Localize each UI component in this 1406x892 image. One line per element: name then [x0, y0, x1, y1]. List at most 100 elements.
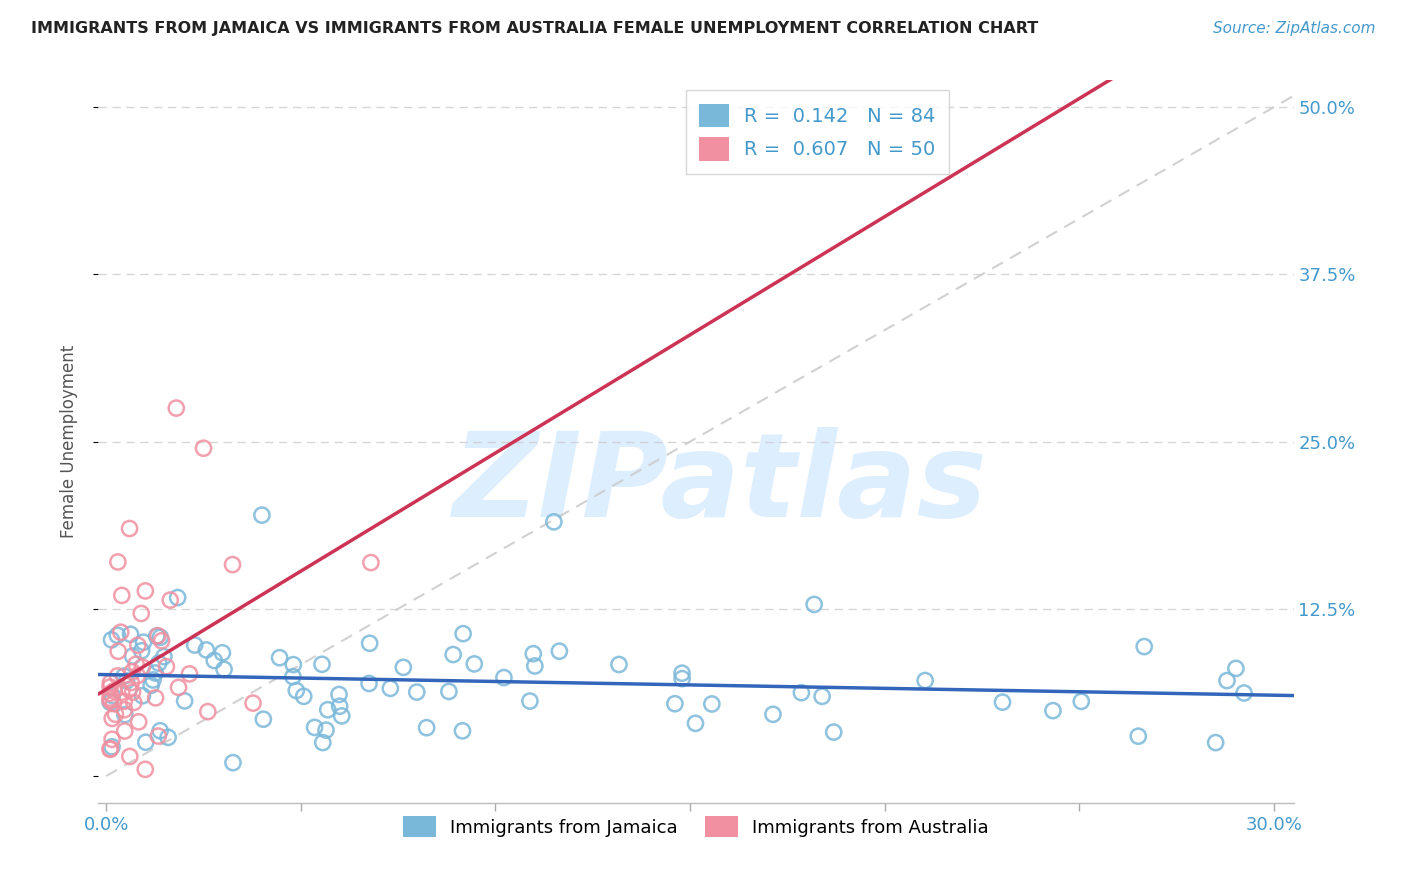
- Point: [283, 657, 305, 672]
- Point: [118, 682, 141, 697]
- Point: [128, 714, 150, 729]
- Point: [250, 508, 273, 523]
- Point: [222, 756, 245, 770]
- Point: [914, 673, 936, 688]
- Point: [121, 685, 143, 699]
- Point: [165, 401, 187, 416]
- Point: [195, 643, 218, 657]
- Point: [1128, 729, 1150, 743]
- Point: [359, 636, 381, 650]
- Point: [463, 657, 485, 671]
- Point: [607, 657, 630, 672]
- Point: [114, 703, 136, 717]
- Point: [98, 691, 121, 706]
- Point: [441, 648, 464, 662]
- Point: [103, 697, 125, 711]
- Point: [131, 689, 153, 703]
- Point: [664, 697, 686, 711]
- Point: [685, 716, 707, 731]
- Point: [671, 672, 693, 686]
- Point: [98, 693, 121, 707]
- Text: Source: ZipAtlas.com: Source: ZipAtlas.com: [1212, 21, 1375, 36]
- Point: [107, 644, 129, 658]
- Y-axis label: Female Unemployment: Female Unemployment: [59, 345, 77, 538]
- Point: [114, 707, 136, 722]
- Point: [193, 442, 215, 455]
- Point: [134, 762, 156, 776]
- Point: [166, 591, 188, 605]
- Point: [451, 723, 474, 738]
- Point: [112, 694, 135, 708]
- Point: [211, 646, 233, 660]
- Point: [121, 648, 143, 663]
- Point: [221, 558, 243, 572]
- Point: [98, 742, 121, 756]
- Point: [115, 673, 138, 688]
- Point: [312, 735, 335, 749]
- Point: [311, 657, 333, 672]
- Point: [155, 659, 177, 673]
- Point: [523, 659, 546, 673]
- Text: IMMIGRANTS FROM JAMAICA VS IMMIGRANTS FROM AUSTRALIA FEMALE UNEMPLOYMENT CORRELA: IMMIGRANTS FROM JAMAICA VS IMMIGRANTS FR…: [31, 21, 1038, 36]
- Point: [135, 735, 157, 749]
- Point: [392, 660, 415, 674]
- Point: [149, 630, 172, 644]
- Point: [157, 731, 180, 745]
- Point: [145, 690, 167, 705]
- Point: [519, 694, 541, 708]
- Point: [357, 676, 380, 690]
- Point: [107, 669, 129, 683]
- Point: [132, 635, 155, 649]
- Point: [111, 685, 134, 699]
- Point: [129, 607, 152, 621]
- Point: [212, 662, 235, 676]
- Point: [120, 675, 142, 690]
- Point: [107, 555, 129, 569]
- Point: [1070, 694, 1092, 708]
- Point: [100, 675, 122, 690]
- Point: [139, 678, 162, 692]
- Point: [304, 720, 326, 734]
- Point: [242, 696, 264, 710]
- Point: [159, 593, 181, 607]
- Point: [329, 699, 352, 714]
- Point: [803, 598, 825, 612]
- Point: [1225, 661, 1247, 675]
- Point: [122, 696, 145, 710]
- Point: [1233, 686, 1256, 700]
- Point: [522, 647, 544, 661]
- Point: [285, 683, 308, 698]
- Point: [167, 681, 190, 695]
- Point: [150, 633, 173, 648]
- Text: ZIPatlas: ZIPatlas: [453, 427, 987, 542]
- Point: [380, 681, 402, 696]
- Point: [111, 589, 134, 603]
- Point: [145, 629, 167, 643]
- Point: [105, 628, 128, 642]
- Point: [328, 688, 350, 702]
- Point: [700, 697, 723, 711]
- Point: [101, 732, 124, 747]
- Point: [173, 694, 195, 708]
- Point: [316, 703, 339, 717]
- Point: [1205, 735, 1227, 749]
- Point: [101, 739, 124, 754]
- Point: [131, 660, 153, 674]
- Point: [1216, 673, 1239, 688]
- Point: [991, 695, 1014, 709]
- Point: [112, 669, 135, 683]
- Point: [100, 632, 122, 647]
- Point: [118, 521, 141, 535]
- Point: [120, 627, 142, 641]
- Point: [330, 709, 353, 723]
- Point: [134, 583, 156, 598]
- Point: [1133, 640, 1156, 654]
- Point: [103, 684, 125, 698]
- Point: [148, 656, 170, 670]
- Point: [252, 712, 274, 726]
- Point: [121, 665, 143, 679]
- Point: [98, 680, 121, 694]
- Point: [292, 690, 315, 704]
- Point: [104, 707, 127, 722]
- Point: [179, 666, 201, 681]
